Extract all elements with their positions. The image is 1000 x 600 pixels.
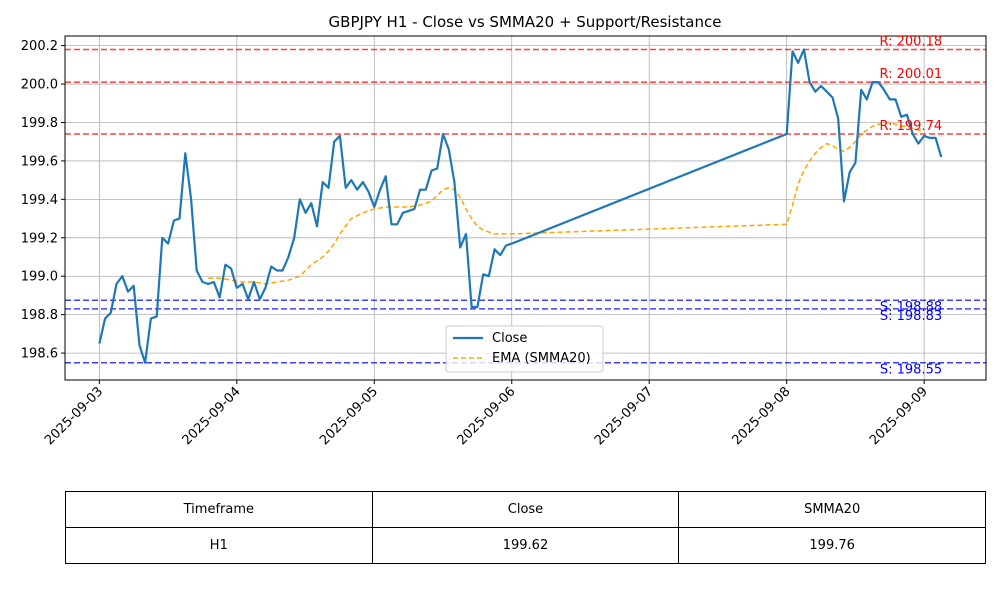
x-tick-label: 2025-09-08 [729, 384, 793, 448]
x-tick-label: 2025-09-07 [592, 384, 656, 448]
legend-box [445, 325, 604, 373]
x-tick-label: 2025-09-03 [42, 384, 106, 448]
axis-ticks: 2025-09-03 2025-09-04 2025-09-05 2025-09-06… [21, 39, 931, 448]
y-tick-label: 199.0 [21, 270, 58, 285]
x-tick-label: 2025-09-09 [867, 384, 931, 448]
x-tick-label: 2025-09-04 [180, 384, 244, 448]
resistance-label: R: 200.18 [880, 34, 943, 49]
support-label: S: 198.55 [880, 363, 942, 378]
y-tick-label: 199.6 [21, 154, 58, 169]
chart-title: GBPJPY H1 - Close vs SMMA20 + Support/Re… [329, 13, 722, 31]
x-tick-label: 2025-09-06 [455, 384, 519, 448]
table-header-row: Timeframe Close SMMA20 [65, 491, 986, 528]
level-labels: R: 200.18R: 200.01R: 199.74S: 198.88S: 1… [880, 34, 943, 377]
table-header-cell: Close [371, 491, 680, 528]
plot-frame [64, 35, 987, 381]
table-header-cell: Timeframe [65, 491, 373, 528]
x-tick-label: 2025-09-05 [317, 384, 381, 448]
table-header-cell: SMMA20 [678, 491, 986, 528]
resistance-label: R: 200.01 [880, 67, 943, 82]
table-cell-close: 199.62 [371, 527, 680, 564]
legend-smma-label: EMA (SMMA20) [492, 351, 591, 366]
y-tick-label: 199.2 [21, 231, 58, 246]
close-line [98, 48, 943, 364]
y-tick-label: 198.8 [21, 308, 58, 323]
table-row: H1 199.62 199.76 [65, 527, 986, 564]
y-tick-label: 198.6 [21, 347, 58, 362]
y-tick-label: 200.0 [21, 78, 58, 93]
y-tick-label: 199.4 [21, 193, 58, 208]
support-label: S: 198.83 [880, 309, 942, 324]
y-tick-label: 199.8 [21, 116, 58, 131]
resistance-label: R: 199.74 [880, 119, 943, 134]
table-cell-timeframe: H1 [65, 527, 373, 564]
legend: Close EMA (SMMA20) [445, 325, 604, 373]
support-label: S: 198.88 [880, 300, 942, 315]
table-cell-smma: 199.76 [678, 527, 986, 564]
smma20-line [208, 121, 925, 285]
support-resistance-lines [65, 48, 986, 364]
legend-close-label: Close [492, 331, 527, 346]
y-tick-label: 200.2 [21, 39, 58, 54]
series-lines [98, 48, 943, 364]
grid [65, 36, 986, 380]
data-table: Timeframe Close SMMA20 H1 199.62 199.76 [65, 491, 986, 564]
